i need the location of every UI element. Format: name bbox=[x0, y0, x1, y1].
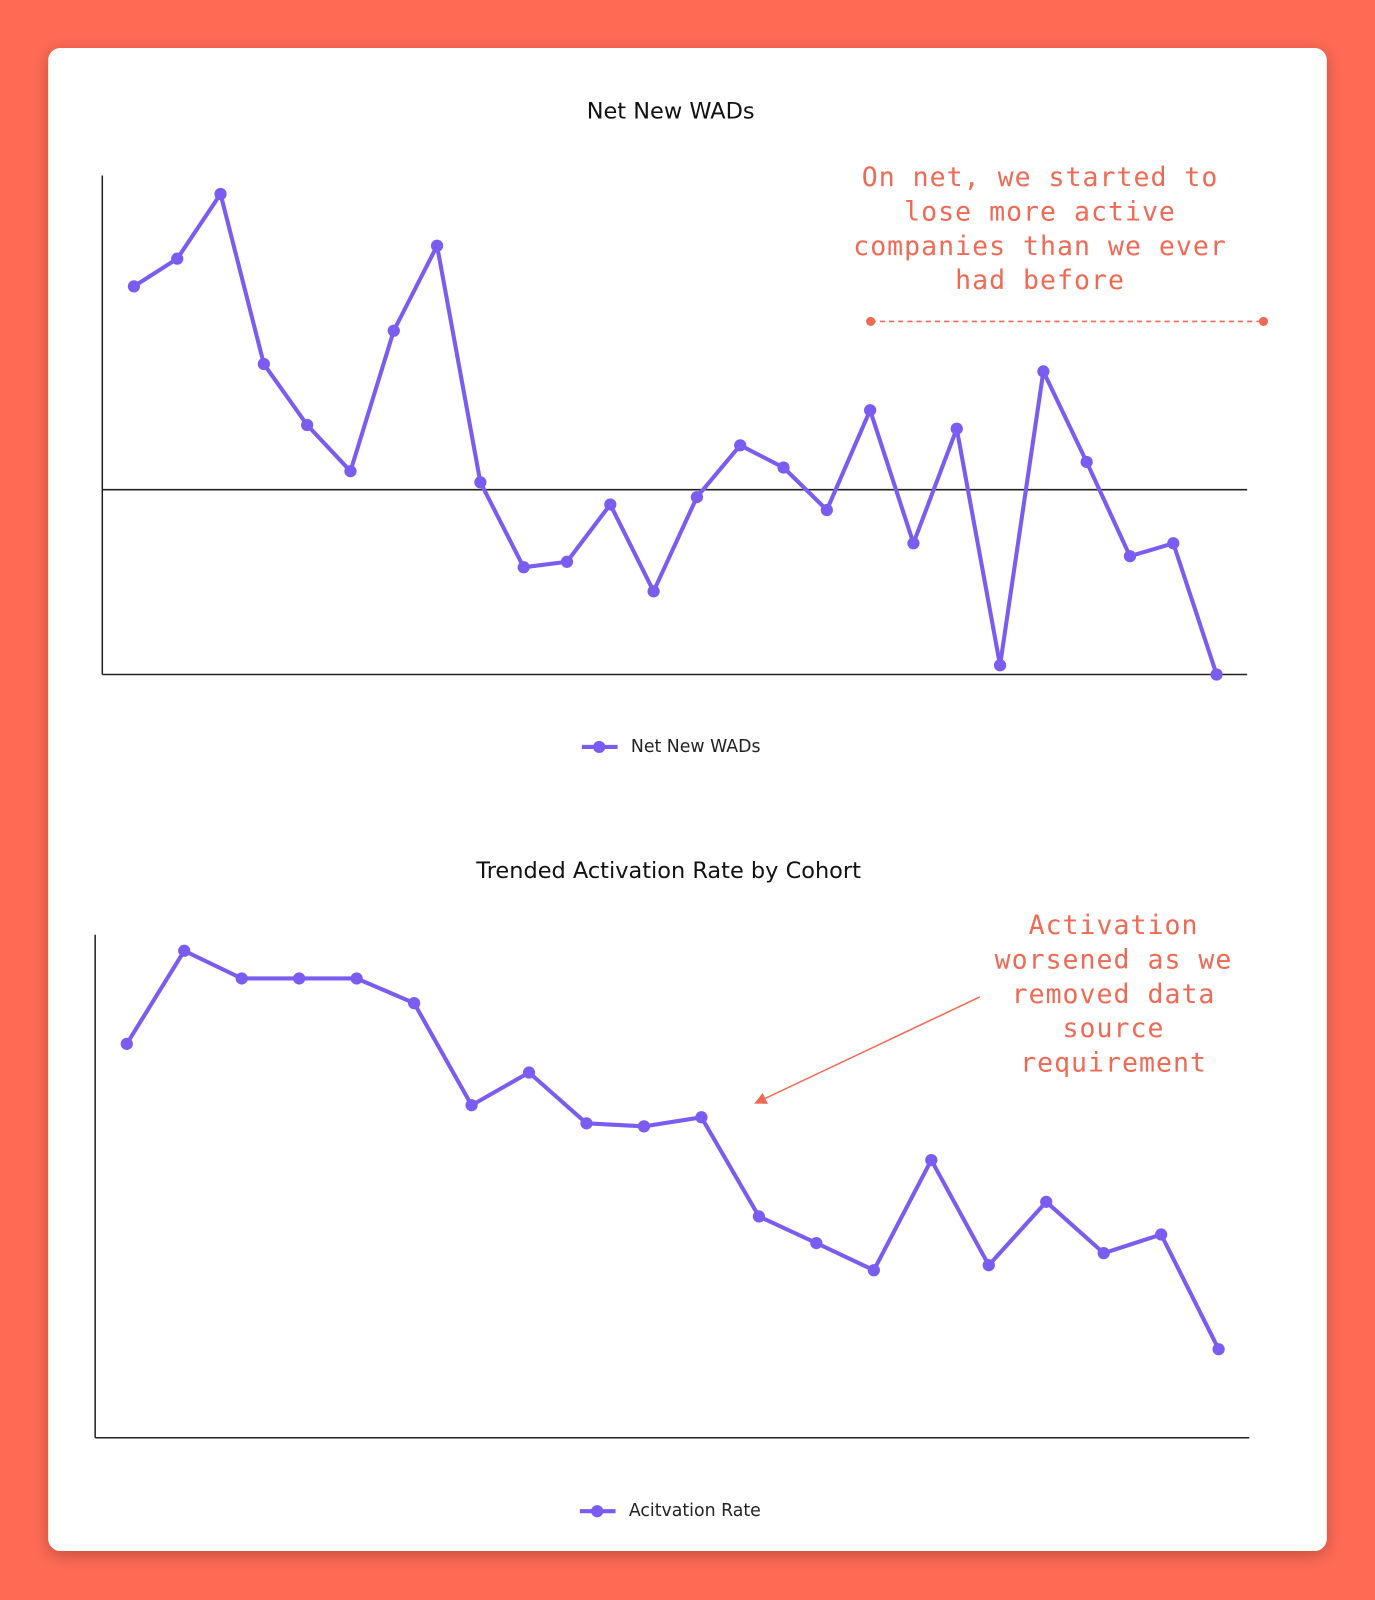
data-point bbox=[301, 418, 314, 432]
annotation: requirement bbox=[1020, 1048, 1207, 1079]
data-point bbox=[864, 404, 877, 417]
data-point bbox=[604, 498, 617, 511]
card bbox=[48, 47, 1327, 1552]
annotation: removed data bbox=[1012, 979, 1216, 1010]
data-point bbox=[925, 1153, 938, 1167]
data-point bbox=[580, 1117, 593, 1130]
legend-marker bbox=[593, 740, 606, 754]
data-point bbox=[1212, 1343, 1225, 1356]
data-point bbox=[430, 239, 444, 252]
legend-label: Acitvation Rate bbox=[629, 1501, 761, 1521]
data-point bbox=[867, 1264, 880, 1277]
data-point bbox=[235, 972, 248, 985]
data-point bbox=[517, 561, 530, 574]
data-point bbox=[993, 659, 1007, 672]
data-point bbox=[171, 252, 184, 265]
data-point bbox=[637, 1120, 651, 1133]
data-point bbox=[1097, 1247, 1110, 1260]
data-point bbox=[120, 1037, 133, 1050]
data-point bbox=[752, 1210, 766, 1223]
data-point bbox=[1155, 1228, 1168, 1241]
data-point bbox=[1037, 365, 1050, 378]
data-point bbox=[522, 1066, 536, 1079]
series-line bbox=[132, 191, 1219, 676]
data-point bbox=[1167, 537, 1180, 550]
data-point bbox=[810, 1236, 823, 1250]
data-point bbox=[465, 1099, 478, 1112]
data-point bbox=[982, 1259, 995, 1272]
data-point bbox=[474, 476, 487, 489]
data-point bbox=[907, 537, 920, 550]
annotation: On net, we started to bbox=[862, 162, 1219, 193]
data-point bbox=[734, 439, 747, 452]
data-point bbox=[214, 187, 227, 201]
data-point bbox=[1210, 668, 1223, 681]
data-point bbox=[1123, 550, 1137, 563]
data-point bbox=[257, 357, 270, 371]
annotation: Activation bbox=[1029, 910, 1199, 941]
data-point bbox=[178, 944, 191, 957]
data-point bbox=[127, 280, 141, 293]
annotation: had before bbox=[955, 265, 1125, 296]
data-point bbox=[1080, 455, 1093, 469]
data-point bbox=[293, 972, 306, 985]
annotation: companies than we ever bbox=[853, 231, 1227, 262]
data-point bbox=[350, 972, 363, 985]
chart-title: Trended Activation Rate by Cohort bbox=[475, 858, 861, 884]
data-point bbox=[560, 555, 574, 568]
data-point bbox=[950, 422, 963, 435]
data-point bbox=[407, 996, 421, 1010]
legend-label: Net New WADs bbox=[631, 737, 761, 757]
series-line bbox=[125, 948, 1221, 1351]
data-point bbox=[344, 465, 357, 478]
data-point bbox=[820, 503, 833, 517]
data-point bbox=[1040, 1195, 1053, 1208]
data-point bbox=[777, 461, 790, 474]
annotation-dot bbox=[866, 316, 876, 327]
annotation: source bbox=[1063, 1013, 1165, 1044]
annotation-dot bbox=[1258, 316, 1269, 327]
legend-marker bbox=[591, 1505, 604, 1518]
chart-title: Net New WADs bbox=[587, 99, 755, 125]
annotation-arrow bbox=[754, 996, 981, 1104]
annotation: worsened as we bbox=[995, 944, 1233, 975]
data-point bbox=[690, 490, 704, 504]
data-point bbox=[647, 585, 660, 598]
data-point bbox=[387, 324, 400, 337]
data-point bbox=[695, 1111, 708, 1124]
annotation: lose more active bbox=[904, 196, 1176, 227]
